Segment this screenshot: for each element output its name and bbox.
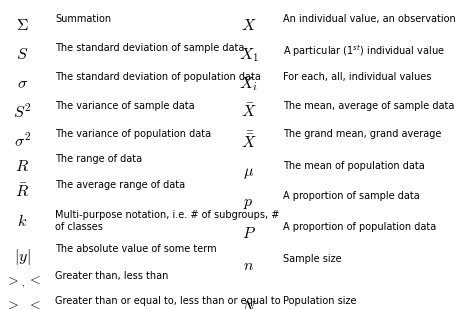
Text: $X_1$: $X_1$ (239, 46, 258, 64)
Text: $\sigma^2$: $\sigma^2$ (14, 132, 31, 150)
Text: $\mu$: $\mu$ (243, 164, 254, 181)
Text: $\bar{R}$: $\bar{R}$ (15, 183, 29, 201)
Text: $p$: $p$ (243, 194, 254, 211)
Text: Multi-purpose notation, i.e. # of subgroups, #
of classes: Multi-purpose notation, i.e. # of subgro… (55, 210, 279, 232)
Text: $X_i$: $X_i$ (239, 75, 258, 93)
Text: $S^2$: $S^2$ (13, 104, 32, 122)
Text: A proportion of population data: A proportion of population data (283, 222, 437, 232)
Text: The range of data: The range of data (55, 154, 142, 164)
Text: Summation: Summation (55, 14, 111, 24)
Text: $R$: $R$ (15, 158, 29, 175)
Text: $\Sigma$: $\Sigma$ (16, 17, 29, 34)
Text: $\bar{\bar{X}}$: $\bar{\bar{X}}$ (241, 132, 256, 152)
Text: Greater than, less than: Greater than, less than (55, 271, 168, 281)
Text: $S$: $S$ (16, 46, 28, 63)
Text: Greater than or equal to, less than or equal to: Greater than or equal to, less than or e… (55, 296, 281, 306)
Text: $N$: $N$ (241, 299, 256, 309)
Text: $k$: $k$ (18, 213, 27, 230)
Text: A particular (1$^{st}$) individual value: A particular (1$^{st}$) individual value (283, 43, 446, 59)
Text: The absolute value of some term: The absolute value of some term (55, 244, 217, 254)
Text: A proportion of sample data: A proportion of sample data (283, 192, 420, 201)
Text: Population size: Population size (283, 296, 357, 306)
Text: The variance of population data: The variance of population data (55, 129, 211, 139)
Text: The average range of data: The average range of data (55, 180, 185, 190)
Text: The standard deviation of sample data: The standard deviation of sample data (55, 43, 244, 53)
Text: The variance of sample data: The variance of sample data (55, 101, 194, 111)
Text: $n$: $n$ (243, 257, 254, 274)
Text: An individual value, an observation: An individual value, an observation (283, 14, 456, 24)
Text: $|y|$: $|y|$ (14, 247, 31, 267)
Text: $X$: $X$ (241, 17, 256, 34)
Text: $\sigma$: $\sigma$ (17, 75, 28, 92)
Text: For each, all, individual values: For each, all, individual values (283, 72, 432, 82)
Text: The standard deviation of population data: The standard deviation of population dat… (55, 72, 261, 82)
Text: $\geq_,\leq$: $\geq_,\leq$ (5, 299, 40, 309)
Text: The grand mean, grand average: The grand mean, grand average (283, 129, 442, 139)
Text: The mean of population data: The mean of population data (283, 162, 425, 171)
Text: $\bar{X}$: $\bar{X}$ (241, 104, 256, 121)
Text: $P$: $P$ (242, 225, 255, 242)
Text: The mean, average of sample data: The mean, average of sample data (283, 101, 455, 111)
Text: Sample size: Sample size (283, 254, 342, 265)
Text: $>_,<$: $>_,<$ (5, 274, 40, 290)
